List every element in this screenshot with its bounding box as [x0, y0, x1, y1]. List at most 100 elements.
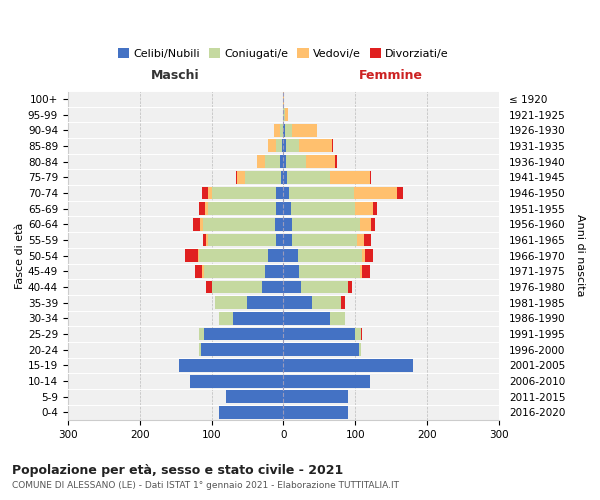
- Legend: Celibi/Nubili, Coniugati/e, Vedovi/e, Divorziati/e: Celibi/Nubili, Coniugati/e, Vedovi/e, Di…: [113, 44, 454, 64]
- Bar: [208, 202, 276, 215]
- Bar: [283, 390, 348, 403]
- Bar: [212, 280, 262, 293]
- Bar: [281, 171, 283, 183]
- Text: Femmine: Femmine: [359, 68, 423, 82]
- Bar: [280, 155, 283, 168]
- Bar: [226, 390, 283, 403]
- Bar: [276, 234, 283, 246]
- Bar: [355, 202, 373, 215]
- Bar: [205, 202, 208, 215]
- Bar: [219, 406, 283, 419]
- Bar: [286, 155, 307, 168]
- Bar: [280, 124, 283, 136]
- Bar: [283, 124, 285, 136]
- Bar: [203, 265, 265, 278]
- Y-axis label: Anni di nascita: Anni di nascita: [575, 214, 585, 297]
- Bar: [236, 171, 238, 183]
- Bar: [299, 265, 361, 278]
- Bar: [179, 359, 283, 372]
- Bar: [265, 155, 280, 168]
- Bar: [283, 280, 301, 293]
- Bar: [247, 296, 283, 309]
- Bar: [283, 234, 292, 246]
- Bar: [276, 140, 282, 152]
- Bar: [203, 234, 206, 246]
- Bar: [301, 280, 348, 293]
- Bar: [283, 186, 289, 200]
- Bar: [257, 155, 265, 168]
- Bar: [283, 406, 348, 419]
- Bar: [195, 265, 202, 278]
- Bar: [359, 344, 361, 356]
- Bar: [283, 359, 413, 372]
- Bar: [292, 234, 357, 246]
- Bar: [245, 171, 281, 183]
- Bar: [397, 186, 403, 200]
- Bar: [283, 265, 299, 278]
- Bar: [286, 140, 299, 152]
- Bar: [233, 312, 283, 325]
- Bar: [312, 296, 341, 309]
- Bar: [268, 140, 276, 152]
- Bar: [199, 202, 205, 215]
- Bar: [283, 328, 355, 340]
- Bar: [357, 234, 364, 246]
- Bar: [276, 202, 283, 215]
- Bar: [282, 140, 283, 152]
- Bar: [202, 265, 203, 278]
- Bar: [276, 186, 283, 200]
- Bar: [283, 344, 359, 356]
- Bar: [208, 234, 276, 246]
- Bar: [199, 328, 205, 340]
- Bar: [206, 280, 212, 293]
- Text: Popolazione per età, sesso e stato civile - 2021: Popolazione per età, sesso e stato civil…: [12, 464, 343, 477]
- Bar: [307, 155, 335, 168]
- Bar: [361, 265, 362, 278]
- Bar: [208, 186, 212, 200]
- Text: Maschi: Maschi: [151, 68, 200, 82]
- Bar: [370, 171, 371, 183]
- Bar: [219, 312, 233, 325]
- Bar: [283, 140, 286, 152]
- Bar: [299, 140, 332, 152]
- Bar: [341, 296, 344, 309]
- Bar: [206, 234, 208, 246]
- Bar: [202, 186, 208, 200]
- Bar: [332, 140, 333, 152]
- Bar: [200, 218, 203, 230]
- Bar: [283, 155, 286, 168]
- Bar: [205, 328, 283, 340]
- Bar: [193, 218, 200, 230]
- Bar: [285, 124, 292, 136]
- Bar: [212, 186, 276, 200]
- Bar: [361, 218, 371, 230]
- Bar: [298, 249, 362, 262]
- Bar: [283, 312, 330, 325]
- Bar: [283, 296, 312, 309]
- Bar: [362, 249, 365, 262]
- Bar: [283, 92, 284, 106]
- Bar: [283, 202, 290, 215]
- Bar: [203, 218, 275, 230]
- Bar: [371, 218, 375, 230]
- Bar: [362, 265, 370, 278]
- Bar: [199, 249, 268, 262]
- Bar: [364, 234, 371, 246]
- Bar: [354, 186, 397, 200]
- Bar: [199, 344, 201, 356]
- Bar: [287, 171, 330, 183]
- Bar: [198, 249, 199, 262]
- Bar: [289, 186, 354, 200]
- Text: COMUNE DI ALESSANO (LE) - Dati ISTAT 1° gennaio 2021 - Elaborazione TUTTITALIA.I: COMUNE DI ALESSANO (LE) - Dati ISTAT 1° …: [12, 482, 399, 490]
- Bar: [355, 328, 361, 340]
- Bar: [262, 280, 283, 293]
- Bar: [361, 328, 362, 340]
- Bar: [348, 280, 352, 293]
- Bar: [215, 296, 247, 309]
- Bar: [283, 218, 292, 230]
- Bar: [330, 171, 370, 183]
- Y-axis label: Fasce di età: Fasce di età: [15, 222, 25, 289]
- Bar: [268, 249, 283, 262]
- Bar: [330, 312, 344, 325]
- Bar: [275, 218, 283, 230]
